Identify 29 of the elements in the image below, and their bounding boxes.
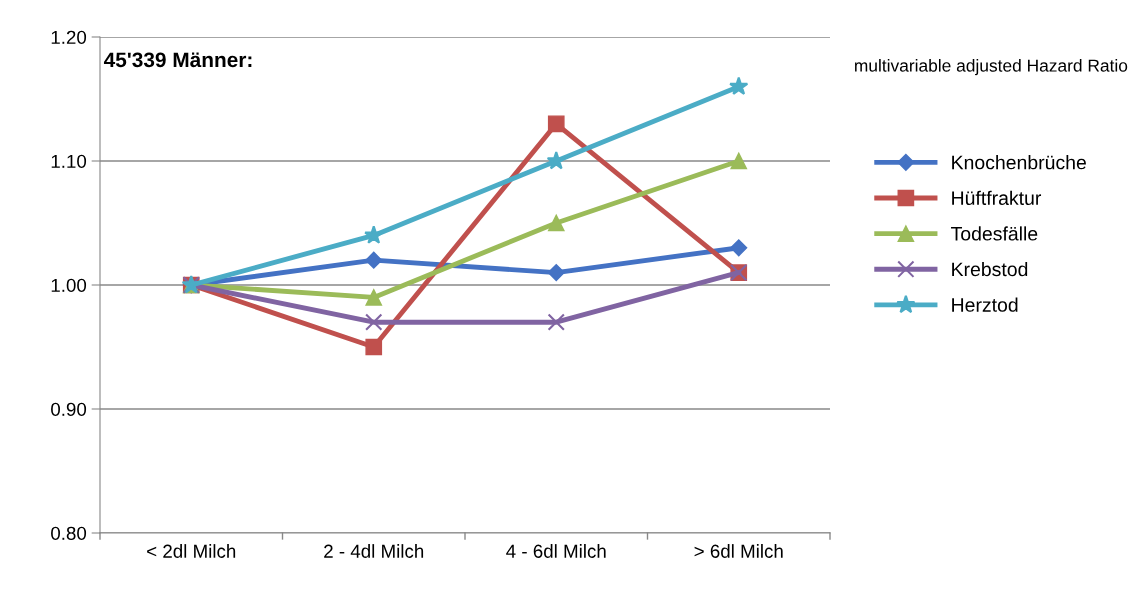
legend-label: Todesfälle	[951, 226, 1038, 241]
point	[547, 264, 565, 282]
x-tick-label: 4 - 6dl Milch	[506, 544, 606, 558]
x-tick-label: 2 - 4dl Milch	[324, 544, 424, 558]
point	[547, 313, 565, 331]
legend-label: Hüftfraktur	[952, 190, 1042, 205]
point	[365, 289, 383, 306]
point	[365, 338, 383, 356]
point	[364, 225, 384, 244]
y-tick-label: 0.90	[51, 402, 87, 416]
point	[365, 251, 383, 269]
y-tick-label: 1.20	[51, 30, 87, 44]
x-tick-label: < 2dl Milch	[147, 544, 236, 558]
point	[547, 214, 565, 232]
annotation: 45'339 Männer:	[103, 52, 252, 68]
y-tick-label: 1.00	[51, 278, 87, 292]
point	[730, 239, 748, 257]
x-tick-label: > 6dl Milch	[694, 544, 783, 558]
point	[729, 76, 749, 95]
legend-label: Krebstod	[952, 261, 1028, 277]
y-tick-label: 0.80	[51, 526, 87, 540]
point	[365, 313, 383, 331]
y-tick-label: 1.10	[51, 154, 87, 168]
point	[730, 152, 748, 170]
legend-label: Knochenbrüche	[952, 155, 1086, 170]
text: multivariable adjusted Hazard Ratio	[855, 59, 1128, 76]
point	[546, 150, 566, 170]
point	[547, 115, 565, 133]
legend-label: Herztod	[952, 297, 1018, 312]
